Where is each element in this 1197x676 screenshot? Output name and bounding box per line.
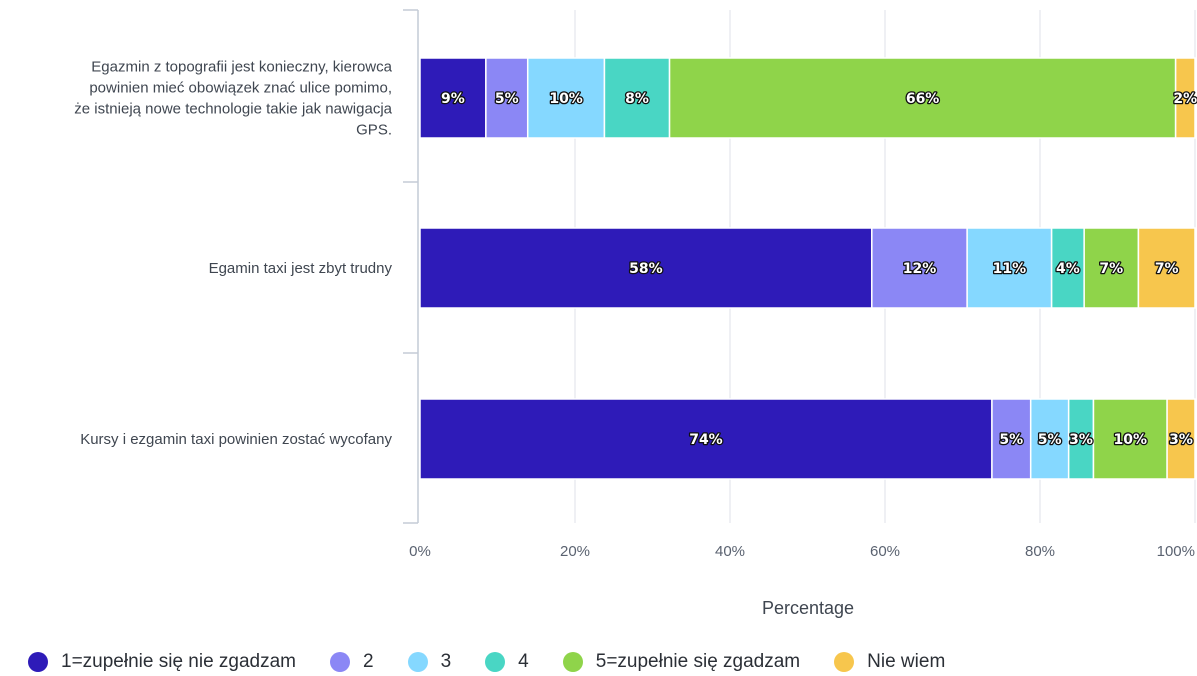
bar-segment bbox=[1092, 398, 1168, 480]
legend: 1=zupełnie się nie zgadzam 2 3 4 5=zupełnie … bbox=[28, 651, 979, 673]
x-tick-label: 0% bbox=[409, 543, 431, 560]
x-tick-label: 40% bbox=[715, 543, 745, 560]
axis-lines bbox=[403, 9, 419, 524]
bar-segment bbox=[1137, 227, 1196, 309]
data-label: 5% bbox=[999, 432, 1023, 448]
data-label: 11% bbox=[993, 261, 1027, 277]
legend-item[interactable]: 5=zupełnie się zgadzam bbox=[562, 651, 801, 673]
category-label: że istnieją nowe technologie takie jak n… bbox=[74, 101, 392, 118]
bar-segment bbox=[668, 57, 1177, 139]
legend-dot-icon bbox=[562, 652, 583, 672]
legend-item[interactable]: 4 bbox=[485, 651, 529, 673]
data-label: 5% bbox=[1038, 432, 1062, 448]
bar-segment bbox=[1083, 227, 1140, 309]
x-tick-label: 60% bbox=[870, 543, 900, 560]
bar-segment bbox=[991, 398, 1032, 480]
legend-label: 5=zupełnie się zgadzam bbox=[595, 651, 801, 672]
bar-segment bbox=[485, 57, 529, 139]
legend-dot-icon bbox=[407, 652, 428, 672]
x-tick-label: 80% bbox=[1025, 543, 1055, 560]
bar-segment bbox=[1174, 57, 1196, 139]
bar-segment bbox=[603, 57, 671, 139]
data-label: 5% bbox=[495, 91, 519, 107]
legend-dot-icon bbox=[834, 652, 855, 672]
category-label: Egazmin z topografii jest konieczny, kie… bbox=[91, 59, 392, 76]
data-labels: 9% 5% 10% 8% 66% 2% 58% 12% 11% 4% 7% 7% 74% 5% 5% 3% 10… bbox=[440, 90, 1197, 450]
bar-segment bbox=[871, 227, 968, 309]
bar-segment bbox=[526, 57, 606, 139]
x-tick-label: 100% bbox=[1157, 543, 1195, 560]
data-label: 10% bbox=[549, 91, 583, 107]
bar-segment bbox=[1166, 398, 1196, 480]
data-label: 74% bbox=[689, 432, 723, 448]
data-label: 9% bbox=[441, 91, 465, 107]
legend-dot-icon bbox=[28, 652, 48, 672]
legend-label: 4 bbox=[518, 651, 529, 672]
bar-segment bbox=[419, 227, 873, 309]
legend-label: Nie wiem bbox=[867, 651, 946, 672]
data-label: 3% bbox=[1169, 432, 1193, 448]
data-label: 12% bbox=[903, 261, 937, 277]
data-label: 3% bbox=[1069, 432, 1093, 448]
legend-label: 1=zupełnie się nie zgadzam bbox=[61, 651, 297, 672]
legend-dot-icon bbox=[330, 652, 351, 672]
category-label: Egamin taxi jest zbyt trudny bbox=[209, 260, 393, 277]
bars bbox=[419, 57, 1196, 480]
data-label: 8% bbox=[625, 91, 649, 107]
bar-segment bbox=[1029, 398, 1070, 480]
category-label: GPS. bbox=[356, 122, 392, 139]
legend-item[interactable]: Nie wiem bbox=[834, 651, 945, 673]
legend-item[interactable]: 1=zupełnie się nie zgadzam bbox=[28, 651, 296, 673]
legend-dot-icon bbox=[485, 652, 506, 672]
bar-segment bbox=[1050, 227, 1085, 309]
category-labels: Egazmin z topografii jest konieczny, kie… bbox=[74, 59, 392, 449]
category-label: powinien mieć obowiązek znać ulice pomim… bbox=[89, 80, 392, 97]
data-label: 7% bbox=[1099, 261, 1123, 277]
legend-label: 3 bbox=[440, 651, 452, 672]
legend-item[interactable]: 3 bbox=[407, 651, 452, 673]
data-label: 66% bbox=[906, 91, 940, 107]
category-label: Kursy i ezgamin taxi powinien zostać wyc… bbox=[80, 431, 392, 448]
x-tick-labels: 0% 20% 40% 60% 80% 100% bbox=[409, 543, 1195, 560]
x-tick-label: 20% bbox=[560, 543, 590, 560]
legend-item[interactable]: 2 bbox=[330, 651, 374, 673]
data-label: 2% bbox=[1173, 91, 1197, 107]
bar-segment bbox=[419, 398, 993, 480]
data-label: 58% bbox=[629, 261, 663, 277]
data-label: 4% bbox=[1056, 261, 1080, 277]
legend-label: 2 bbox=[363, 651, 374, 672]
data-label: 7% bbox=[1155, 261, 1179, 277]
data-label: 10% bbox=[1114, 432, 1148, 448]
x-axis-title: Percentage bbox=[762, 598, 854, 618]
